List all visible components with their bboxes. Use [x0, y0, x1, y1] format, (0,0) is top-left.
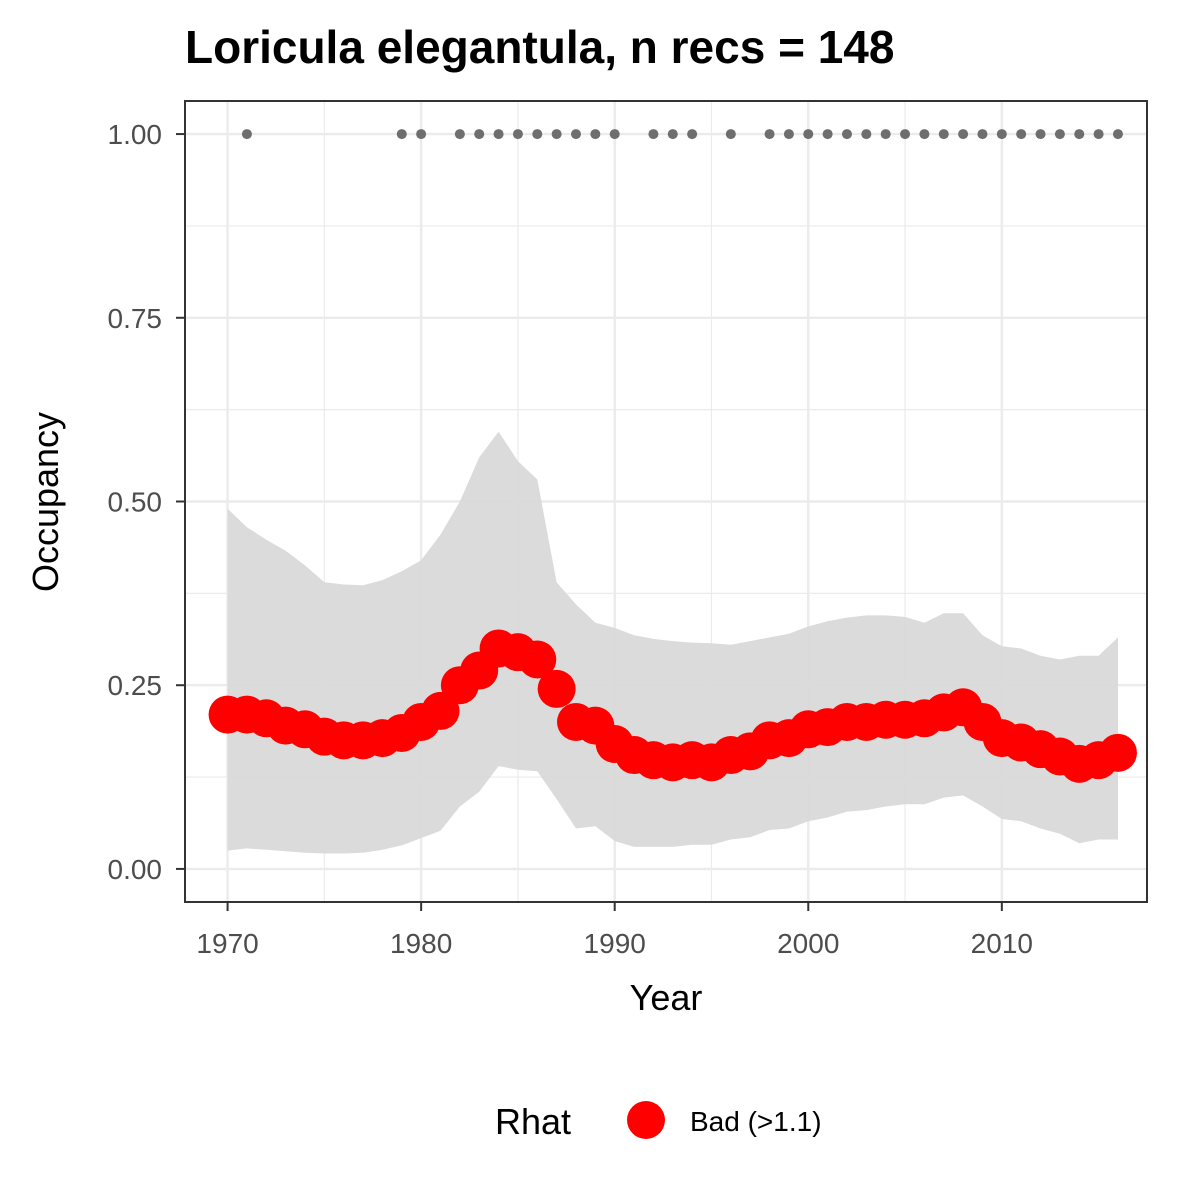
record-point — [454, 129, 465, 140]
legend-label-bad-rhat: Bad (>1.1) — [690, 1106, 822, 1137]
record-point — [1016, 129, 1027, 140]
record-point — [880, 129, 891, 140]
record-point — [900, 129, 911, 140]
record-point — [725, 129, 736, 140]
record-point — [1112, 129, 1123, 140]
occupancy-points-layer — [208, 629, 1137, 783]
record-point — [938, 129, 949, 140]
record-point — [1035, 129, 1046, 140]
record-point — [241, 129, 252, 140]
x-axis-title: Year — [630, 977, 703, 1018]
record-point — [996, 129, 1007, 140]
record-point — [609, 129, 620, 140]
record-point — [493, 129, 504, 140]
y-tick-label: 1.00 — [108, 119, 163, 150]
y-tick-label: 0.25 — [108, 670, 163, 701]
y-tick-label: 0.00 — [108, 854, 163, 885]
record-point — [764, 129, 775, 140]
record-point — [977, 129, 988, 140]
record-point — [822, 129, 833, 140]
legend: Rhat Bad (>1.1) — [495, 1101, 822, 1142]
chart-title: Loricula elegantula, n recs = 148 — [185, 21, 894, 73]
record-point — [667, 129, 678, 140]
record-point — [919, 129, 930, 140]
x-tick-label: 2000 — [777, 928, 839, 959]
record-point — [570, 129, 581, 140]
x-tick-label: 2010 — [971, 928, 1033, 959]
occupancy-point — [518, 640, 557, 679]
y-tick-label: 0.50 — [108, 487, 163, 518]
record-point — [687, 129, 698, 140]
record-point — [416, 129, 427, 140]
y-tick-label: 0.75 — [108, 303, 163, 334]
record-point — [1093, 129, 1104, 140]
x-tick-label: 1970 — [196, 928, 258, 959]
record-point — [1074, 129, 1085, 140]
record-point — [551, 129, 562, 140]
record-point — [958, 129, 969, 140]
record-point — [648, 129, 659, 140]
record-point — [512, 129, 523, 140]
record-point — [783, 129, 794, 140]
x-tick-label: 1990 — [584, 928, 646, 959]
record-points-layer — [241, 129, 1123, 140]
record-point — [474, 129, 485, 140]
occupancy-point — [537, 669, 576, 708]
record-point — [1054, 129, 1065, 140]
axes-layer: 1970 1980 1990 2000 2010 0.00 0.25 0.50 0.75 1.00 — [108, 119, 1033, 959]
y-axis-title: Occupancy — [25, 412, 66, 592]
record-point — [841, 129, 852, 140]
record-point — [803, 129, 814, 140]
x-tick-label: 1980 — [390, 928, 452, 959]
record-point — [396, 129, 407, 140]
record-point — [590, 129, 601, 140]
occupancy-point — [1098, 733, 1137, 772]
record-point — [861, 129, 872, 140]
confidence-ribbon — [227, 431, 1119, 854]
legend-key-bad-rhat — [627, 1101, 665, 1139]
record-point — [532, 129, 543, 140]
legend-title: Rhat — [495, 1101, 571, 1142]
confidence-ribbon-layer — [227, 431, 1119, 854]
